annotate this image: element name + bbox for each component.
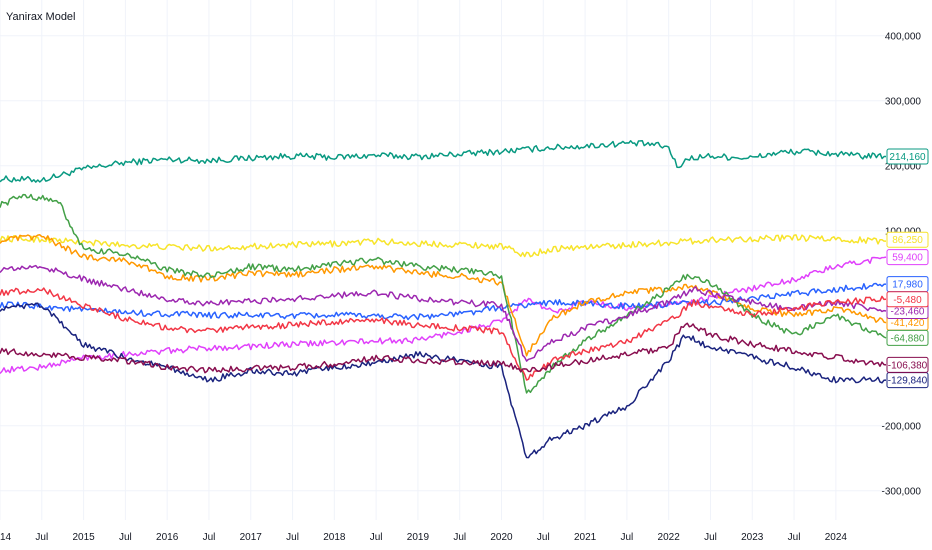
chart-series — [0, 139, 887, 459]
last-value-label: 86,250 — [892, 235, 923, 246]
x-tick-label: Jul — [35, 532, 48, 543]
x-tick-label: Jul — [203, 532, 216, 543]
x-tick-label: Jul — [620, 532, 633, 543]
x-tick-label: Jul — [286, 532, 299, 543]
last-value-labels: 214,160 86,250 59,400 17,980 -41,420 -64,880 -… — [886, 148, 929, 389]
x-tick-label: 2021 — [574, 532, 597, 543]
last-value-badge-box — [886, 148, 929, 165]
series-line — [0, 193, 887, 394]
last-value-label: 59,400 — [892, 253, 923, 264]
last-value-label: 17,980 — [892, 280, 923, 291]
x-tick-label: Jul — [370, 532, 383, 543]
x-tick-label: 2015 — [72, 532, 95, 543]
last-value-badge-box — [886, 356, 929, 373]
last-value-badge: -64,880 — [886, 329, 929, 346]
last-value-label: 214,160 — [889, 152, 926, 163]
y-tick-label: 400,000 — [885, 31, 922, 42]
x-tick-label: Jul — [537, 532, 550, 543]
x-tick-label: 2017 — [240, 532, 263, 543]
last-value-label: -64,880 — [891, 333, 925, 344]
last-value-badge: -106,380 — [886, 356, 929, 373]
x-axis: 2014 Jul 2015 Jul 2016 Jul 2017 Jul 2018 Jul 2019 J… — [0, 532, 847, 543]
last-value-label: -23,460 — [891, 306, 925, 317]
x-tick-label: 2023 — [741, 532, 764, 543]
last-value-badge: 17,980 — [886, 276, 929, 293]
x-tick-label: 2019 — [407, 532, 430, 543]
last-value-label: -5,480 — [893, 295, 922, 306]
last-value-label: -129,840 — [888, 376, 928, 387]
last-value-badge: -5,480 — [886, 291, 929, 308]
last-value-badge: 59,400 — [886, 249, 929, 266]
last-value-badge: -129,840 — [886, 372, 929, 389]
series-line — [0, 322, 887, 374]
x-tick-label: 2022 — [658, 532, 681, 543]
last-value-badge: 214,160 — [886, 148, 929, 165]
series-line — [0, 264, 887, 362]
chart-grid — [0, 0, 886, 520]
x-tick-label: 2016 — [156, 532, 179, 543]
last-value-label: -106,380 — [888, 360, 928, 371]
x-tick-label: 2014 — [0, 532, 12, 543]
y-tick-label: 200,000 — [885, 161, 922, 172]
last-value-label: -41,420 — [891, 318, 925, 329]
x-tick-label: Jul — [788, 532, 801, 543]
x-tick-label: Jul — [119, 532, 132, 543]
last-value-badge-box — [886, 329, 929, 346]
series-line — [0, 234, 887, 357]
last-value-badge-box — [886, 231, 929, 248]
series-line — [0, 139, 886, 183]
last-value-badge-box — [886, 249, 929, 266]
series-line — [0, 256, 887, 375]
series-line — [0, 287, 887, 381]
series-line — [0, 282, 887, 321]
x-tick-label: Jul — [453, 532, 466, 543]
x-tick-label: 2024 — [825, 532, 848, 543]
series-line — [0, 234, 886, 258]
x-tick-label: 2018 — [323, 532, 346, 543]
series-line — [0, 302, 887, 459]
last-value-badge-box — [886, 291, 929, 308]
x-tick-label: Jul — [704, 532, 717, 543]
y-tick-label: -300,000 — [882, 486, 922, 497]
y-tick-label: 300,000 — [885, 96, 922, 107]
x-tick-label: 2020 — [490, 532, 513, 543]
y-tick-label: -200,000 — [882, 421, 922, 432]
last-value-badge: 86,250 — [886, 231, 929, 248]
chart-title: Yanirax Model — [6, 11, 76, 23]
